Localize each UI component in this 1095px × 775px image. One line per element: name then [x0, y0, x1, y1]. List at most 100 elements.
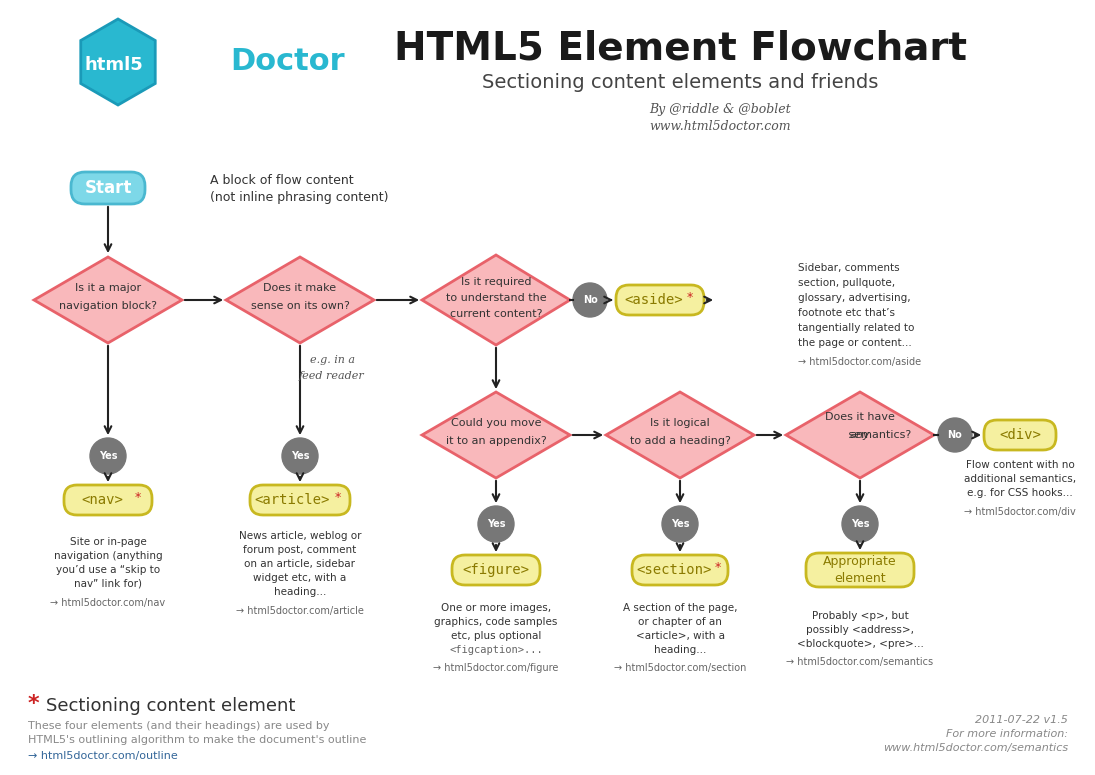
Text: Sectioning content elements and friends: Sectioning content elements and friends: [482, 73, 878, 91]
Text: Site or in-page: Site or in-page: [70, 537, 147, 547]
FancyBboxPatch shape: [806, 553, 914, 587]
Text: glossary, advertising,: glossary, advertising,: [798, 293, 911, 303]
Text: to understand the: to understand the: [446, 293, 546, 303]
Text: forum post, comment: forum post, comment: [243, 545, 357, 555]
Text: you’d use a “skip to: you’d use a “skip to: [56, 565, 160, 575]
Text: it to an appendix?: it to an appendix?: [446, 436, 546, 446]
Text: <div>: <div>: [999, 428, 1041, 442]
Text: Is it required: Is it required: [461, 277, 531, 287]
Text: Yes: Yes: [291, 451, 309, 461]
Text: *: *: [135, 491, 141, 505]
FancyBboxPatch shape: [632, 555, 728, 585]
Circle shape: [90, 438, 126, 474]
Text: *: *: [28, 694, 39, 714]
Text: <figcaption>...: <figcaption>...: [449, 645, 543, 655]
Text: navigation block?: navigation block?: [59, 301, 157, 311]
Text: Doctor: Doctor: [230, 47, 345, 77]
Text: <section>: <section>: [636, 563, 712, 577]
Text: <aside>: <aside>: [624, 293, 683, 307]
Circle shape: [662, 506, 698, 542]
Polygon shape: [786, 392, 934, 478]
Text: heading...: heading...: [654, 645, 706, 655]
Text: Start: Start: [84, 179, 131, 197]
Text: navigation (anything: navigation (anything: [54, 551, 162, 561]
Text: → html5doctor.com/section: → html5doctor.com/section: [614, 663, 746, 673]
Text: Yes: Yes: [851, 519, 869, 529]
Text: For more information:: For more information:: [946, 729, 1068, 739]
Text: section, pullquote,: section, pullquote,: [798, 278, 895, 288]
Text: tangentially related to: tangentially related to: [798, 323, 914, 333]
Text: Is it logical: Is it logical: [650, 418, 710, 428]
Text: News article, weblog or: News article, weblog or: [239, 531, 361, 541]
Text: *: *: [687, 291, 693, 305]
Text: footnote etc that’s: footnote etc that’s: [798, 308, 895, 318]
Text: etc, plus optional: etc, plus optional: [451, 631, 541, 641]
Text: html5: html5: [84, 56, 143, 74]
FancyBboxPatch shape: [984, 420, 1056, 450]
Text: No: No: [583, 295, 598, 305]
Text: Yes: Yes: [671, 519, 689, 529]
Polygon shape: [226, 257, 374, 343]
Text: possibly <address>,: possibly <address>,: [806, 625, 914, 635]
Text: graphics, code samples: graphics, code samples: [435, 617, 557, 627]
Text: Is it a major: Is it a major: [74, 283, 141, 293]
Text: <article>, with a: <article>, with a: [635, 631, 725, 641]
Text: HTML5's outlining algorithm to make the document's outline: HTML5's outlining algorithm to make the …: [28, 735, 367, 745]
Text: → html5doctor.com/div: → html5doctor.com/div: [964, 507, 1076, 517]
Text: the page or content...: the page or content...: [798, 338, 912, 348]
Text: Could you move: Could you move: [451, 418, 541, 428]
Text: No: No: [947, 430, 963, 440]
Text: or chapter of an: or chapter of an: [638, 617, 722, 627]
Text: A section of the page,: A section of the page,: [623, 603, 737, 613]
FancyBboxPatch shape: [452, 555, 540, 585]
Circle shape: [479, 506, 514, 542]
Text: semantics?: semantics?: [845, 430, 911, 440]
Text: One or more images,: One or more images,: [441, 603, 551, 613]
Text: Probably <p>, but: Probably <p>, but: [811, 611, 909, 621]
Text: (not inline phrasing content): (not inline phrasing content): [210, 191, 389, 204]
Polygon shape: [34, 257, 182, 343]
Text: A block of flow content: A block of flow content: [210, 174, 354, 188]
Text: → html5doctor.com/article: → html5doctor.com/article: [237, 606, 364, 616]
Text: sense on its own?: sense on its own?: [251, 301, 349, 311]
Text: element: element: [834, 571, 886, 584]
Text: additional semantics,: additional semantics,: [964, 474, 1076, 484]
Text: Appropriate: Appropriate: [823, 556, 897, 569]
Text: <article>: <article>: [254, 493, 330, 507]
Text: Does it make: Does it make: [264, 283, 336, 293]
Text: HTML5 Element Flowchart: HTML5 Element Flowchart: [393, 29, 967, 67]
Text: *: *: [715, 562, 722, 574]
Polygon shape: [422, 255, 570, 345]
Text: *: *: [335, 491, 342, 505]
Text: Yes: Yes: [487, 519, 505, 529]
Circle shape: [842, 506, 878, 542]
Text: By @riddle & @boblet: By @riddle & @boblet: [649, 104, 791, 116]
Polygon shape: [81, 19, 155, 105]
Text: e.g. for CSS hooks...: e.g. for CSS hooks...: [967, 488, 1073, 498]
Text: www.html5doctor.com/semantics: www.html5doctor.com/semantics: [883, 743, 1068, 753]
Circle shape: [283, 438, 318, 474]
Text: <figure>: <figure>: [462, 563, 530, 577]
Text: Flow content with no: Flow content with no: [966, 460, 1074, 470]
Text: feed reader: feed reader: [299, 371, 365, 381]
Circle shape: [938, 418, 972, 452]
Circle shape: [573, 283, 607, 317]
Text: These four elements (and their headings) are used by: These four elements (and their headings)…: [28, 721, 330, 731]
FancyBboxPatch shape: [64, 485, 152, 515]
Text: → html5doctor.com/figure: → html5doctor.com/figure: [434, 663, 558, 673]
Text: Yes: Yes: [99, 451, 117, 461]
Text: any: any: [850, 430, 871, 440]
Text: → html5doctor.com/aside: → html5doctor.com/aside: [798, 357, 921, 367]
Text: nav” link for): nav” link for): [74, 579, 142, 589]
Text: heading...: heading...: [274, 587, 326, 597]
Text: e.g. in a: e.g. in a: [310, 355, 355, 365]
Text: www.html5doctor.com: www.html5doctor.com: [649, 119, 791, 133]
Text: to add a heading?: to add a heading?: [630, 436, 730, 446]
Text: Sidebar, comments: Sidebar, comments: [798, 263, 900, 273]
FancyBboxPatch shape: [71, 172, 145, 204]
Text: Sectioning content element: Sectioning content element: [46, 697, 296, 715]
FancyBboxPatch shape: [616, 285, 704, 315]
Text: 2011-07-22 v1.5: 2011-07-22 v1.5: [976, 715, 1068, 725]
FancyBboxPatch shape: [250, 485, 350, 515]
Text: on an article, sidebar: on an article, sidebar: [244, 559, 356, 569]
